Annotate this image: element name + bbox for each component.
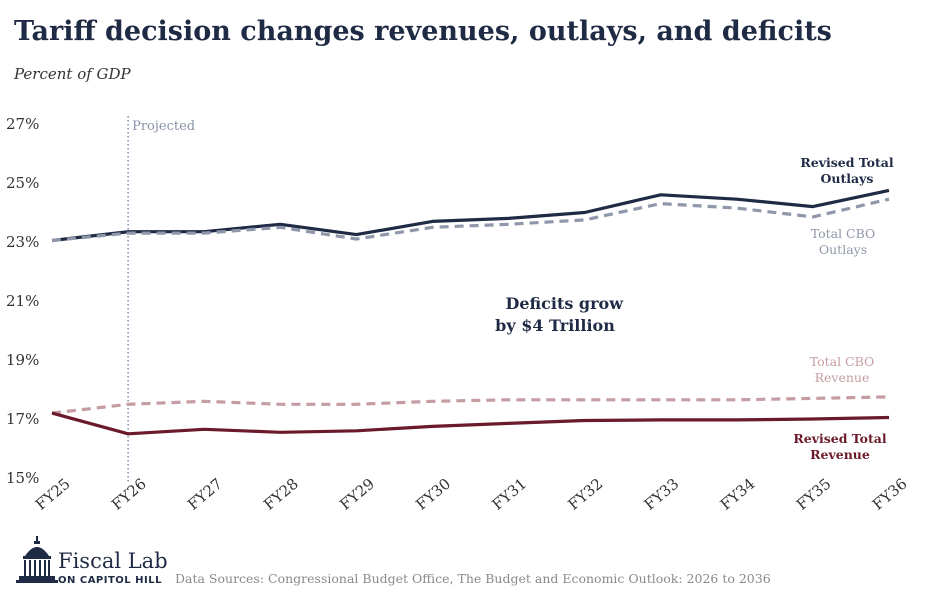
- series-line-cbo-revenue: [51, 395, 890, 415]
- x-tick-label: FY36: [869, 475, 911, 514]
- annotation-line-2: by $4 Trillion: [495, 316, 615, 335]
- y-tick-label: 23%: [6, 233, 39, 251]
- series-label-line: Outlays: [819, 242, 867, 257]
- x-tick-label: FY29: [336, 475, 378, 514]
- series-label-line: Revenue: [810, 447, 870, 462]
- annotation-line-1: Deficits grow: [505, 294, 624, 313]
- x-tick-label: FY26: [108, 475, 150, 514]
- y-tick-label: 27%: [6, 115, 39, 133]
- series-line-revised-revenue: [51, 411, 890, 436]
- capitol-dome-icon: [16, 536, 58, 583]
- series-label-line: Outlays: [821, 171, 874, 186]
- series-label-line: Total CBO: [810, 354, 875, 369]
- series-label-line: Total CBO: [811, 226, 876, 241]
- data-source: Data Sources: Congressional Budget Offic…: [175, 571, 771, 586]
- series-label-revised-revenue: Revised Total Revenue: [793, 431, 887, 462]
- y-axis: 15% 17% 19% 21% 23% 25% 27%: [6, 115, 39, 487]
- logo-main-text: Fiscal Lab: [58, 549, 168, 573]
- x-tick-label: FY31: [488, 475, 530, 514]
- series-line-cbo-outlays: [51, 197, 890, 243]
- y-tick-label: 17%: [6, 410, 39, 428]
- x-tick-label: FY35: [793, 475, 835, 514]
- chart-subtitle: Percent of GDP: [13, 65, 132, 83]
- x-axis: FY25 FY26 FY27 FY28 FY29 FY30 FY31 FY32 FY33 FY34…: [32, 475, 911, 514]
- logo-sub-text: ON CAPITOL HILL: [58, 575, 162, 586]
- y-tick-label: 19%: [6, 351, 39, 369]
- series-label-line: Revised Total: [800, 155, 894, 170]
- x-tick-label: FY30: [412, 475, 454, 514]
- y-tick-label: 21%: [6, 292, 39, 310]
- projected-label: Projected: [132, 119, 195, 134]
- fiscal-lab-logo: Fiscal Lab ON CAPITOL HILL: [16, 536, 168, 586]
- y-tick-label: 15%: [6, 469, 39, 487]
- series-label-line: Revenue: [815, 370, 870, 385]
- x-tick-label: FY27: [184, 475, 226, 514]
- series-label-cbo-outlays: Total CBO Outlays: [811, 226, 876, 257]
- series-lines: [51, 188, 890, 436]
- projection-marker: Projected: [127, 116, 195, 482]
- page-title: Tariff decision changes revenues, outlay…: [14, 16, 832, 47]
- x-tick-label: FY34: [717, 475, 759, 514]
- x-tick-label: FY33: [641, 475, 683, 514]
- series-label-cbo-revenue: Total CBO Revenue: [810, 354, 875, 385]
- y-tick-label: 25%: [6, 174, 39, 192]
- x-tick-label: FY32: [565, 475, 607, 514]
- series-label-line: Revised Total: [793, 431, 887, 446]
- series-label-revised-outlays: Revised Total Outlays: [800, 155, 894, 186]
- deficit-annotation: Deficits grow by $4 Trillion: [495, 294, 628, 335]
- x-tick-label: FY28: [260, 475, 302, 514]
